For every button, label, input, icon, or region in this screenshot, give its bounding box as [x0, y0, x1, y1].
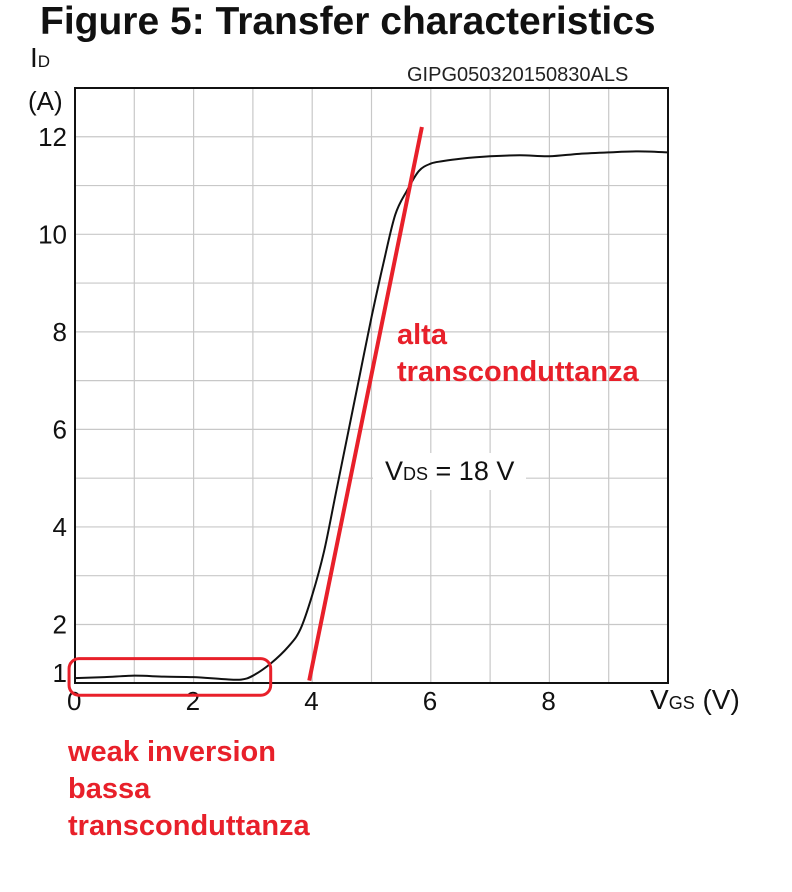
x-tick-label: 0	[67, 686, 81, 716]
weak-inversion-region-box	[67, 657, 273, 697]
y-axis-unit: (A)	[28, 86, 63, 116]
y-tick-label: 8	[53, 317, 67, 347]
x-tick-label: 6	[423, 686, 437, 716]
figure-title: Figure 5: Transfer characteristics	[40, 0, 656, 43]
high-annotation-line-1: alta	[397, 319, 447, 351]
y-axis-subscript: D	[37, 52, 51, 71]
x-tick-label: 4	[304, 686, 318, 716]
vds-condition-label: VDS = 18 V	[373, 453, 527, 490]
x-tick-label: 8	[541, 686, 555, 716]
high-annotation-line-2: transconduttanza	[397, 356, 639, 388]
y-tick-label: 12	[38, 122, 67, 152]
y-tick-label: 2	[53, 609, 67, 639]
figure-code: GIPG050320150830ALS	[407, 64, 629, 86]
x-tick-label: 2	[186, 686, 200, 716]
vds-symbol: V	[385, 456, 404, 486]
x-axis-unit: (V)	[702, 684, 740, 715]
transconductance-tangent-line	[307, 126, 424, 681]
weak-annotation-line-1: weak inversion	[68, 736, 276, 768]
high-transconductance-annotation: alta transconduttanza	[397, 317, 639, 391]
y-axis-symbol: I	[30, 42, 38, 73]
plot-frame	[74, 87, 669, 684]
x-axis-label: VGS (V)	[650, 684, 740, 716]
weak-inversion-annotation: weak inversion bassa transconduttanza	[68, 734, 310, 845]
x-axis-symbol: V	[650, 684, 669, 715]
y-tick-label: 10	[38, 219, 67, 249]
id-vgs-curve	[74, 150, 669, 681]
weak-annotation-line-3: transconduttanza	[68, 810, 310, 842]
grid	[75, 88, 668, 683]
vds-value: = 18 V	[428, 456, 515, 486]
vds-subscript: DS	[403, 464, 429, 484]
x-ticks: 0 2 4 6 8	[67, 686, 556, 716]
x-axis-subscript: GS	[668, 693, 695, 713]
y-tick-label: 4	[53, 512, 67, 542]
y-axis-label: ID	[30, 44, 50, 72]
y-tick-label: 1	[53, 658, 67, 688]
weak-annotation-line-2: bassa	[68, 773, 151, 805]
y-tick-label: 6	[53, 414, 67, 444]
